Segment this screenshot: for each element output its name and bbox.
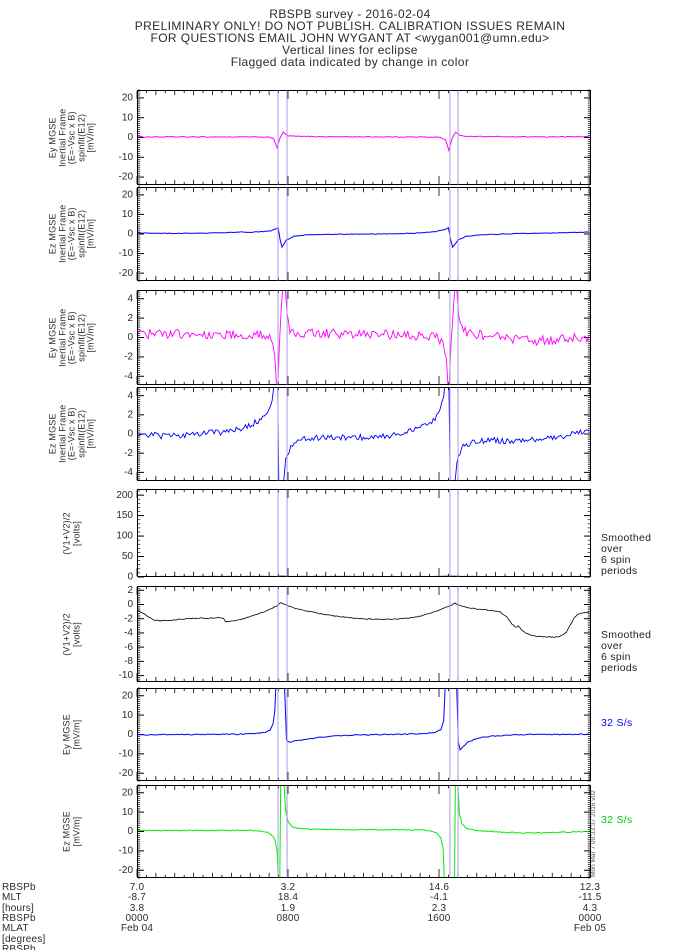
panel-ez-inertial-spinfit-zoom: 4 2 0 -2 -4 (100, 387, 600, 481)
y-tick-label: 100 (116, 531, 133, 542)
y-tick-label: 0 (127, 229, 133, 240)
x-axis-row-label: [degrees] (2, 933, 46, 945)
y-tick-label: 0 (127, 132, 133, 143)
y-tick-label: -10 (119, 749, 134, 760)
y-tick-label: -20 (119, 172, 134, 183)
x-axis-row-label: RBSPb (2, 943, 36, 950)
y-tick-label: 0 (127, 572, 133, 583)
y-axis-label: Ez MGSE Inertial Frame (E=-Vsc x B) spinfit… (47, 404, 96, 464)
panel-ey-inertial-plot: 20 10 0 -10 -20 (119, 89, 591, 186)
ez-mgse-inertial-spinfit-zoom-trace (138, 388, 589, 480)
y-axis-label: (V1+V2)/2 [volts] (61, 511, 82, 555)
y-tick-label: 20 (122, 787, 134, 798)
y-tick-label: -4 (124, 628, 133, 639)
y-tick-label: 10 (122, 112, 134, 123)
panel-annotation: Smoothed over 6 spin periods (601, 532, 652, 577)
x-axis-row-label: RBSPb (2, 882, 36, 893)
x-axis-row-label: [hours] (2, 902, 34, 914)
x-axis-tick-column: 7.0 -8.7 3.8 0000 Feb 04 (120, 882, 154, 935)
y-tick-label: -10 (119, 152, 134, 163)
panel-ey-inertial-spinfit: 20 10 0 -10 -20 (100, 89, 600, 186)
panel-ez-inertial-spinfit: 20 10 0 -10 -20 (100, 186, 600, 282)
ey-mgse-32sps-trace (138, 689, 589, 751)
y-axis-label: Ez MGSE Inertial Frame (E=-Vsc x B) spinfit… (47, 204, 96, 264)
y-tick-label: 2 (127, 313, 133, 324)
y-axis-label: Ey MGSE Inertial Frame (E=-Vsc x B) spinfit… (47, 108, 96, 167)
ez-mgse-32sps-trace (138, 786, 589, 877)
y-tick-label: -10 (119, 670, 134, 681)
y-tick-label: -2 (124, 448, 133, 459)
y-tick-label: 200 (116, 490, 133, 501)
panel-ey-inertial-spinfit-zoom: 4 2 0 -2 -4 (100, 290, 600, 385)
panel-v1v2-full-plot: 200 150 100 50 0 (116, 489, 591, 583)
y-tick-label: -2 (124, 352, 133, 363)
y-tick-label: -4 (124, 371, 133, 382)
header-eclipse-note: Vertical lines for eclipse (282, 43, 418, 57)
y-tick-label: 0 (127, 429, 133, 440)
x-axis-tick-column: 12.3 -11.5 4.3 0000 Feb 05 (573, 882, 607, 935)
timestamp-watermark: Mon Mar 7 09:33:37 2016 v02 (590, 790, 597, 877)
y-tick-label: 20 (122, 93, 134, 104)
ey-mgse-inertial-spinfit-trace (138, 131, 589, 153)
panel-ey-inertial-zoom-plot: 4 2 0 -2 -4 (124, 290, 591, 385)
y-tick-label: 20 (122, 189, 134, 200)
header-contact-line: FOR QUESTIONS EMAIL JOHN WYGANT AT <wyga… (150, 31, 550, 45)
y-tick-label: 2 (127, 409, 133, 420)
y-tick-label: -20 (119, 268, 134, 279)
y-tick-label: 20 (122, 690, 134, 701)
header-flagged-note: Flagged data indicated by change in colo… (230, 55, 470, 69)
panel-v1v2-zoom-plot: 2 0 -2 -4 -6 -8 -10 (119, 585, 591, 682)
y-tick-label: 10 (122, 710, 134, 721)
panel-ez-inertial-zoom-plot: 4 2 0 -2 -4 (124, 387, 591, 481)
x-axis-row-label: RBSPb (2, 912, 36, 924)
y-tick-label: -2 (124, 613, 133, 624)
y-tick-label: 4 (127, 390, 133, 401)
y-tick-label: -8 (124, 656, 133, 667)
y-tick-label: -4 (124, 467, 133, 478)
y-tick-label: 10 (122, 209, 134, 220)
panel-ez-mgse-32sps: 20 10 0 -10 -20 (100, 784, 600, 879)
ey-mgse-inertial-spinfit-zoom-trace (138, 291, 589, 384)
x-axis-row-label: MLAT (2, 923, 29, 935)
y-tick-label: 0 (127, 729, 133, 740)
v1v2-average-zoom-trace (138, 602, 589, 639)
y-tick-label: 10 (122, 807, 134, 818)
panel-ey-mgse-32sps: 20 10 0 -10 -20 (100, 687, 600, 782)
header-warning-line: PRELIMINARY ONLY! DO NOT PUBLISH. CALIBR… (134, 19, 566, 33)
y-tick-label: 4 (127, 293, 133, 304)
y-tick-label: 0 (127, 332, 133, 343)
x-axis-tick-column: 14.6 -4.1 2.3 1600 (427, 882, 451, 924)
panel-ez-inertial-plot: 20 10 0 -10 -20 (119, 186, 591, 282)
y-axis-label: (V1+V2)/2 [volts] (61, 612, 82, 656)
panel-ey-32sps-plot: 20 10 0 -10 -20 (119, 687, 591, 782)
y-tick-label: -6 (124, 642, 133, 653)
figure-title: RBSPB survey - 2016-02-04 (269, 7, 431, 21)
y-tick-label: -20 (119, 768, 134, 779)
y-axis-label: Ez MGSE [mV/m] (61, 811, 82, 852)
panel-ez-32sps-plot: 20 10 0 -10 -20 (119, 784, 591, 879)
y-tick-label: 0 (127, 599, 133, 610)
panel-v1v2-average-zoom: 2 0 -2 -4 -6 -8 -10 (100, 585, 600, 682)
y-axis-label: Ey MGSE [mV/m] (61, 714, 82, 755)
y-tick-label: 150 (116, 510, 133, 521)
y-tick-label: -20 (119, 865, 134, 876)
x-axis-tick-column: 3.2 18.4 1.9 0800 (276, 882, 300, 924)
y-tick-label: -10 (119, 846, 134, 857)
figure-header: RBSPB survey - 2016-02-04 PRELIMINARY ON… (0, 8, 700, 68)
y-axis-label: Ey MGSE Inertial Frame (E=-Vsc x B) spinfit… (47, 308, 96, 367)
x-axis-row-label: MLT (2, 892, 22, 904)
panel-annotation: Smoothed over 6 spin periods (601, 629, 652, 674)
y-tick-label: 2 (127, 585, 133, 596)
ez-mgse-inertial-spinfit-trace (138, 226, 589, 249)
y-tick-label: 0 (127, 826, 133, 837)
y-tick-label: 50 (122, 551, 134, 562)
panel-v1v2-average-full: 200 150 100 50 0 (100, 489, 600, 583)
panel-annotation: 32 S/s (601, 717, 633, 729)
y-tick-label: -10 (119, 248, 134, 259)
panel-annotation: 32 S/s (601, 814, 633, 826)
